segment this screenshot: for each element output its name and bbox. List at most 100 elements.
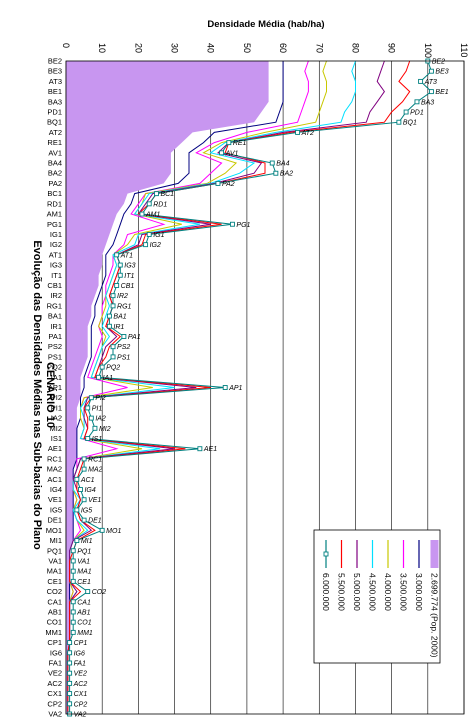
category-tick-label: RE1 bbox=[47, 138, 62, 147]
data-point bbox=[139, 211, 145, 217]
data-point bbox=[70, 548, 76, 554]
data-point bbox=[70, 558, 76, 564]
category-tick-label: IR2 bbox=[50, 291, 62, 300]
category-tick-label: CP2 bbox=[47, 699, 62, 708]
data-point bbox=[226, 140, 232, 146]
value-tick-label: 50 bbox=[242, 43, 252, 53]
data-point bbox=[99, 527, 105, 533]
series-line bbox=[67, 60, 411, 714]
data-point bbox=[74, 507, 80, 513]
category-tick-label: FA1 bbox=[49, 658, 62, 667]
data-point bbox=[414, 99, 420, 105]
data-point bbox=[143, 242, 149, 248]
data-label: MA1 bbox=[77, 569, 92, 576]
data-label: AC1 bbox=[80, 477, 95, 484]
category-tick-label: CX1 bbox=[47, 689, 62, 698]
legend-label: 5.500.000 bbox=[337, 573, 347, 611]
data-label: DE1 bbox=[88, 518, 102, 525]
data-label: AM1 bbox=[145, 212, 161, 219]
axes bbox=[65, 60, 465, 715]
data-point bbox=[114, 283, 120, 288]
category-tick-label: AB1 bbox=[48, 607, 62, 616]
data-label: IG3 bbox=[124, 263, 135, 270]
data-label: AT1 bbox=[120, 252, 133, 259]
category-tick-label: AE1 bbox=[48, 444, 62, 453]
category-tick-label: CP1 bbox=[47, 638, 62, 647]
data-point bbox=[67, 691, 73, 697]
data-point bbox=[67, 640, 73, 646]
data-label: BA3 bbox=[421, 99, 434, 106]
data-point bbox=[154, 191, 159, 197]
value-tick-label: 80 bbox=[350, 43, 360, 53]
value-tick-label: 40 bbox=[206, 43, 216, 53]
data-label: MI2 bbox=[99, 426, 111, 433]
data-label: PS1 bbox=[117, 354, 130, 361]
data-point bbox=[81, 517, 87, 523]
data-label: CO1 bbox=[77, 620, 92, 627]
data-label: FA1 bbox=[74, 660, 86, 667]
value-tick-label: 100 bbox=[423, 43, 433, 58]
category-tick-label: VE2 bbox=[48, 669, 62, 678]
data-label: BE2 bbox=[432, 59, 445, 66]
data-label: PI2 bbox=[95, 395, 106, 402]
data-point bbox=[67, 680, 73, 686]
legend-label: 4.500.000 bbox=[368, 573, 378, 611]
data-point bbox=[67, 660, 73, 666]
data-point bbox=[222, 385, 228, 390]
category-tick-label: AM1 bbox=[47, 210, 62, 219]
value-tick-label: 20 bbox=[133, 43, 143, 53]
data-point bbox=[70, 599, 76, 605]
data-point bbox=[146, 232, 152, 237]
data-label: PA1 bbox=[128, 334, 141, 341]
category-tick-label: PS1 bbox=[48, 352, 62, 361]
category-tick-label: MI2 bbox=[49, 424, 62, 433]
data-point bbox=[121, 334, 127, 339]
data-point bbox=[110, 293, 116, 299]
legend-marker bbox=[323, 551, 329, 557]
category-tick-label: PQ2 bbox=[47, 363, 62, 372]
category-tick-label: VE1 bbox=[48, 495, 62, 504]
category-tick-label: BQ1 bbox=[47, 118, 62, 127]
plot-frame bbox=[65, 60, 465, 715]
data-label: AT3 bbox=[424, 79, 437, 86]
category-tick-label: BA4 bbox=[48, 159, 62, 168]
legend-label: 3.000.000 bbox=[414, 573, 424, 611]
data-point bbox=[428, 68, 434, 74]
data-label: PI1 bbox=[92, 405, 103, 412]
data-point bbox=[106, 323, 112, 329]
chart-subtitle: CENÁRIO 10 bbox=[44, 362, 57, 428]
data-label: VE1 bbox=[88, 497, 101, 504]
data-point bbox=[99, 364, 105, 370]
category-tick-label: PA1 bbox=[48, 332, 62, 341]
category-tick-label: CE1 bbox=[47, 577, 62, 586]
category-tick-label: IG4 bbox=[50, 485, 62, 494]
data-point bbox=[117, 262, 123, 268]
data-label: BE3 bbox=[435, 69, 448, 76]
data-label: VA1 bbox=[77, 558, 90, 565]
category-tick-label: BA1 bbox=[48, 312, 62, 321]
category-tick-label: MA2 bbox=[47, 465, 62, 474]
category-tick-label: AT3 bbox=[49, 77, 62, 86]
data-label: AC2 bbox=[73, 681, 88, 688]
data-point bbox=[295, 129, 301, 135]
category-tick-label: PI2 bbox=[51, 393, 62, 402]
data-point bbox=[81, 497, 87, 503]
legend-label: 6.000.000 bbox=[321, 573, 331, 611]
data-point bbox=[418, 78, 424, 84]
data-label: BA2 bbox=[280, 171, 293, 178]
data-label: RC1 bbox=[88, 456, 102, 463]
data-point bbox=[70, 578, 76, 584]
data-label: BQ1 bbox=[403, 120, 417, 127]
data-label: AP1 bbox=[228, 385, 242, 392]
data-point bbox=[110, 354, 116, 360]
legend-label: 4.000.000 bbox=[383, 573, 393, 611]
data-point bbox=[396, 119, 402, 125]
data-label: AB1 bbox=[76, 609, 90, 616]
category-tick-label: BA3 bbox=[48, 97, 62, 106]
data-point bbox=[81, 466, 87, 472]
data-label: CP2 bbox=[74, 701, 88, 708]
data-label: CB1 bbox=[121, 283, 135, 290]
data-label: BC1 bbox=[160, 191, 174, 198]
category-tick-label: CO1 bbox=[47, 618, 62, 627]
data-point bbox=[269, 160, 275, 166]
